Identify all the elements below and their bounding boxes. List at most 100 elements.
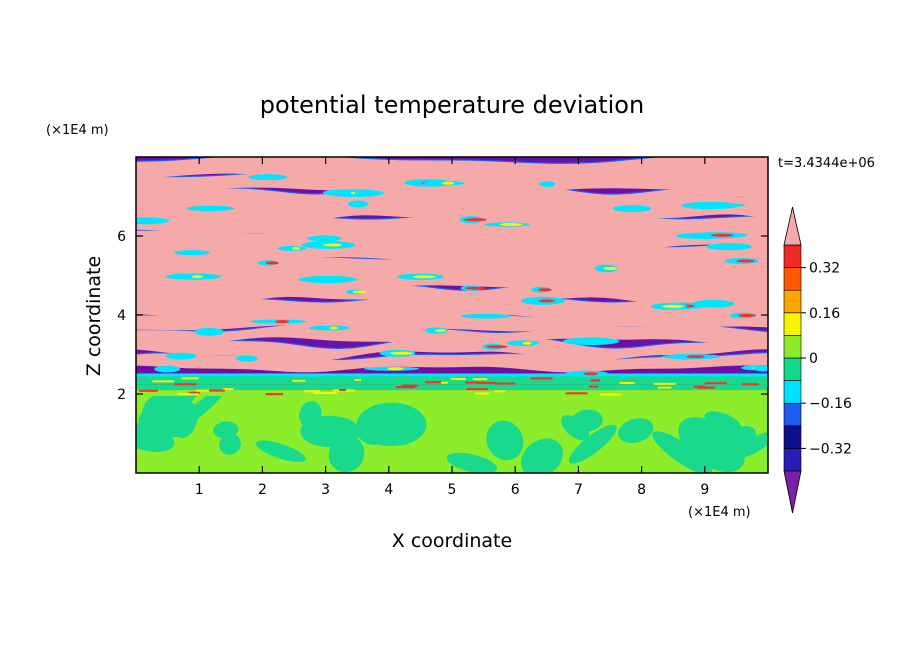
transition-band xyxy=(152,380,175,383)
transition-band xyxy=(181,377,199,380)
eddy-patch xyxy=(652,431,713,473)
pink-stripe xyxy=(136,335,768,362)
chart-title: potential temperature deviation xyxy=(260,91,644,119)
transition-band xyxy=(136,373,768,377)
mixing-blob xyxy=(275,320,290,324)
colorbar-tick-label: 0.16 xyxy=(809,306,840,322)
y-axis-label: Z coordinate xyxy=(83,256,105,376)
mixing-blob xyxy=(298,275,357,284)
colorbar-tick-label: 0.32 xyxy=(809,261,840,277)
transition-band xyxy=(472,378,488,381)
eddy-patch xyxy=(521,438,563,473)
mixing-blob xyxy=(165,352,197,360)
eddy-patch xyxy=(704,411,742,433)
eddy-patch xyxy=(486,420,524,461)
x-axis-label: X coordinate xyxy=(392,530,512,552)
x-tick-label: 5 xyxy=(448,482,457,498)
transition-band xyxy=(466,388,489,391)
mixing-blob xyxy=(692,299,735,308)
transition-band xyxy=(188,391,200,394)
y-tick-label: 4 xyxy=(117,308,126,324)
colorbar-segment xyxy=(783,448,802,472)
mixing-blob xyxy=(603,266,618,270)
mixing-blob xyxy=(662,304,684,308)
eddy-patch xyxy=(446,452,498,473)
mixing-blob xyxy=(499,223,523,227)
eddy-patch xyxy=(219,433,241,455)
eddy-patch xyxy=(707,426,756,464)
transition-band xyxy=(697,386,715,389)
transition-band xyxy=(619,382,635,385)
mixing-blob xyxy=(387,367,404,371)
mixing-blob xyxy=(522,341,532,345)
colorbar-segment xyxy=(783,335,802,359)
colorbar-lower-extension xyxy=(783,470,802,514)
transition-band xyxy=(304,390,320,393)
pink-stripe xyxy=(136,181,768,212)
x-tick-label: 3 xyxy=(321,482,330,498)
mixing-blob xyxy=(537,288,552,292)
pink-stripe xyxy=(136,194,768,227)
mixing-blob xyxy=(265,261,279,265)
mixing-blob xyxy=(612,205,652,213)
mixing-blob xyxy=(390,351,414,355)
transition-band xyxy=(704,382,727,385)
pink-stripe xyxy=(136,223,768,253)
transition-band xyxy=(599,393,622,396)
transition-band xyxy=(354,378,362,381)
mixing-blob xyxy=(186,205,235,212)
mixing-blob xyxy=(194,327,224,336)
eddy-patch xyxy=(213,421,239,439)
colorbar-tick-label: −0.16 xyxy=(809,396,852,412)
time-label: t=3.4344e+06 xyxy=(778,156,875,171)
mixing-blob xyxy=(235,355,259,362)
y-tick-label: 6 xyxy=(117,229,126,245)
mixing-blob xyxy=(539,181,556,187)
transition-band xyxy=(402,384,419,387)
mixing-blob xyxy=(738,313,756,317)
x-tick-label: 1 xyxy=(195,482,204,498)
colorbar-segment xyxy=(783,380,802,404)
transition-band xyxy=(450,378,466,381)
transition-band xyxy=(530,377,553,380)
transition-band xyxy=(339,389,346,392)
pink-stripe xyxy=(136,157,768,184)
mixing-blob xyxy=(562,337,620,346)
mixing-blob xyxy=(434,329,447,333)
transition-band xyxy=(590,379,601,382)
mixing-blob xyxy=(441,181,455,185)
x-axis-ticks: 1 2 3 4 5 6 7 8 9 xyxy=(195,157,709,498)
eddy-patch xyxy=(568,424,617,464)
mixing-blob xyxy=(323,243,342,247)
mixing-blob xyxy=(706,243,753,251)
plot-area xyxy=(136,157,768,473)
transition-band xyxy=(395,386,416,389)
x-tick-label: 7 xyxy=(574,482,583,498)
eddy-patch xyxy=(173,402,199,439)
colorbar: 0.32 0.16 0 −0.16 −0.32 xyxy=(783,206,852,514)
x-tick-label: 8 xyxy=(637,482,646,498)
eddy-patch xyxy=(735,432,768,458)
eddy-patch xyxy=(618,418,654,444)
transition-band xyxy=(658,386,672,389)
mixing-blob xyxy=(736,259,755,263)
transition-band xyxy=(196,389,209,392)
transition-band xyxy=(136,384,768,391)
transition-band xyxy=(174,383,197,386)
y-tick-label: 2 xyxy=(117,387,126,403)
transition-band xyxy=(292,379,306,382)
transition-band xyxy=(424,381,447,384)
mixing-blob xyxy=(307,235,342,242)
transition-band xyxy=(265,393,284,396)
transition-band xyxy=(441,381,449,384)
transition-band xyxy=(465,381,488,384)
transition-band xyxy=(494,382,516,385)
x-tick-label: 2 xyxy=(258,482,267,498)
mixing-blob xyxy=(329,326,338,330)
eddy-patch xyxy=(255,440,306,463)
transition-band xyxy=(136,390,768,396)
transition-band xyxy=(222,388,234,391)
mixing-blob xyxy=(463,218,487,222)
colorbar-segment xyxy=(783,289,802,314)
